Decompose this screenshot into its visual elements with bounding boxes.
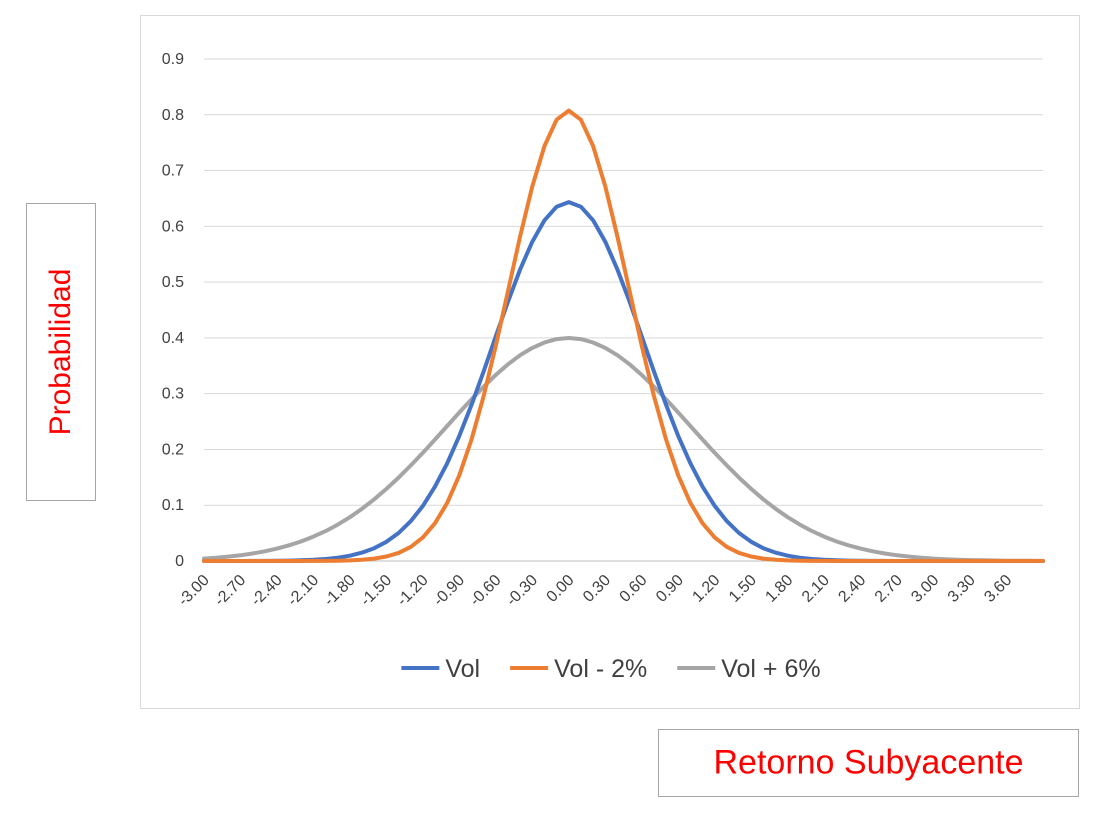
x-tick-label: 3.00 xyxy=(908,572,942,606)
legend-label: Vol + 6% xyxy=(721,655,820,683)
y-tick-label: 0 xyxy=(175,553,184,570)
legend-label: Vol - 2% xyxy=(554,655,647,683)
y-tick-label: 0.4 xyxy=(162,330,184,347)
x-tick-label: -1.80 xyxy=(321,572,359,610)
y-tick-label: 0.1 xyxy=(162,497,184,514)
x-tick-label: -2.70 xyxy=(211,572,249,610)
chart-area: 0 0.1 0.2 0.3 0.4 0.5 0.6 0.7 0.8 0.9 -3.00 -2.70-… xyxy=(140,15,1080,709)
x-tick-label: -0.90 xyxy=(430,572,468,610)
y-tick-label: 0.8 xyxy=(162,107,184,124)
x-tick-label: 3.60 xyxy=(981,572,1015,606)
x-tick-label: 2.70 xyxy=(872,572,906,606)
line-chart: 00.10.20.30.40.50.60.70.80.9 -3.00-2.70-… xyxy=(162,51,1045,683)
x-tick-label: 0.00 xyxy=(544,572,578,606)
x-tick-label: -0.30 xyxy=(503,572,541,610)
legend-label: Vol xyxy=(445,655,480,683)
y-axis-title: Probabilidad xyxy=(44,268,77,436)
series-line xyxy=(202,108,1045,563)
x-tick-label: 3.30 xyxy=(945,572,979,606)
x-axis-title: Retorno Subyacente xyxy=(713,743,1024,782)
x-tick-label: 0.60 xyxy=(617,572,651,606)
x-tick-label: 0.90 xyxy=(653,572,687,606)
x-tick-label: 1.80 xyxy=(762,572,796,606)
x-tick-label: 2.10 xyxy=(799,572,833,606)
y-tick-label: 0.7 xyxy=(162,163,184,180)
y-tick-label: 0.6 xyxy=(162,218,184,235)
y-tick-label: 0.2 xyxy=(162,441,184,458)
series-line xyxy=(202,336,1045,563)
x-tick-label: 0.30 xyxy=(580,572,614,606)
y-tick-label: 0.5 xyxy=(162,274,184,291)
x-tick-label: -0.60 xyxy=(467,572,505,610)
y-tick-label: 0.3 xyxy=(162,386,184,403)
x-tick-label: -1.50 xyxy=(357,572,395,610)
x-tick-label: 2.40 xyxy=(835,572,869,606)
x-tick-label: -3.00 xyxy=(175,572,213,610)
x-tick-label: -2.40 xyxy=(248,572,286,610)
x-axis-title-box: Retorno Subyacente xyxy=(658,729,1079,797)
x-tick-label: -2.10 xyxy=(284,572,322,610)
x-tick-label: 1.20 xyxy=(689,572,723,606)
x-tick-label: 1.50 xyxy=(726,572,760,606)
y-tick-label: 0.9 xyxy=(162,51,184,68)
x-tick-label: -1.20 xyxy=(394,572,432,610)
y-axis-title-box: Probabilidad xyxy=(26,203,96,501)
